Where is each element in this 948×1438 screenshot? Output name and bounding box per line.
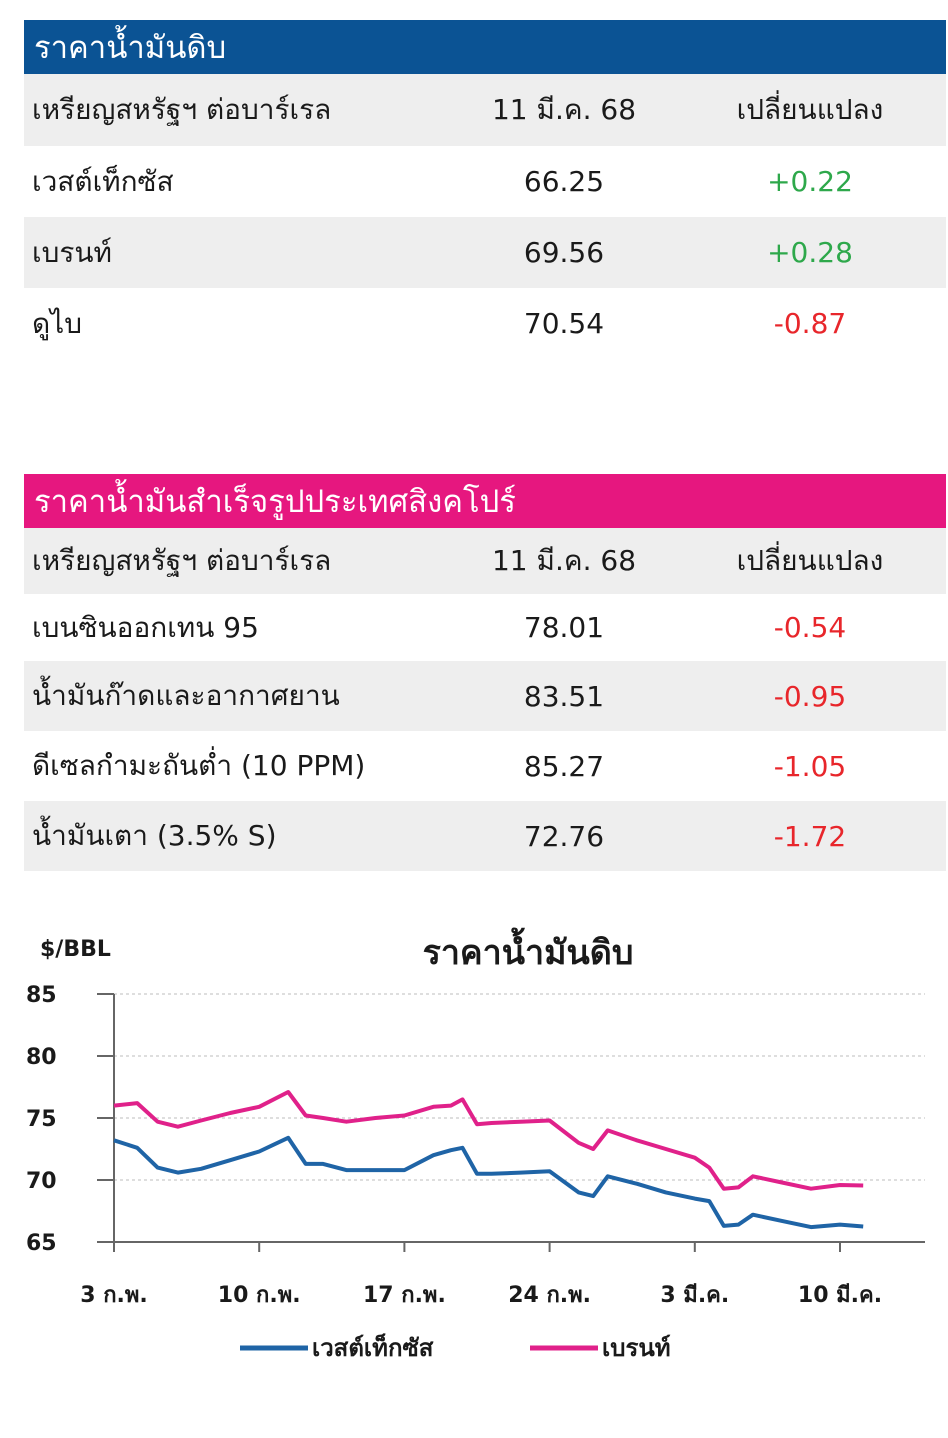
y-tick-label: 75 — [26, 1107, 57, 1132]
crude-oil-chart: $/BBL ราคาน้ำมันดิบ 85 80 75 70 65 3 ก.พ. 10 … — [26, 927, 925, 1362]
refined-rows: เบนซินออกเทน 95 78.01 -0.54 น้ำมันก๊าดและอา… — [24, 594, 946, 871]
change-column-header: เปลี่ยนแปลง — [736, 544, 884, 577]
crude-rows: เวสต์เท็กซัส 66.25 +0.22 เบรนท์ 69.56 +0.28 ดู… — [24, 146, 946, 359]
chart-y-ticks: 85 80 75 70 65 — [26, 983, 114, 1256]
refined-row-name: เบนซินออกเทน 95 — [32, 610, 259, 644]
table-row: เวสต์เท็กซัส 66.25 +0.22 — [24, 146, 946, 217]
chart-title: ราคาน้ำมันดิบ — [423, 927, 634, 973]
crude-row-change: +0.28 — [767, 236, 853, 269]
chart-ylabel: $/BBL — [40, 937, 111, 962]
crude-row-change: -0.87 — [773, 307, 847, 340]
crude-oil-table: ราคาน้ำมันดิบ เหรียญสหรัฐฯ ต่อบาร์เรล 11… — [24, 20, 946, 359]
table-row: เบนซินออกเทน 95 78.01 -0.54 — [24, 594, 946, 661]
refined-row-change: -0.95 — [773, 679, 847, 713]
unit-column-header: เหรียญสหรัฐฯ ต่อบาร์เรล — [32, 544, 332, 577]
unit-column-header: เหรียญสหรัฐฯ ต่อบาร์เรล — [32, 93, 332, 126]
crude-row-name: เบรนท์ — [32, 235, 112, 269]
crude-row-price: 69.56 — [523, 236, 605, 269]
chart-x-ticks: 3 ก.พ. 10 ก.พ. 17 ก.พ. 24 ก.พ. 3 มี.ค. 10 มี.… — [80, 1242, 882, 1308]
refined-row-price: 78.01 — [523, 611, 605, 644]
refined-row-name: ดีเซลกำมะถันต่ำ (10 PPM) — [32, 749, 366, 782]
y-tick-label: 80 — [26, 1045, 57, 1070]
refined-row-price: 72.76 — [523, 819, 605, 853]
table-row: น้ำมันก๊าดและอากาศยาน 83.51 -0.95 — [24, 661, 946, 731]
crude-row-price: 66.25 — [523, 165, 605, 198]
y-tick-label: 85 — [26, 983, 57, 1008]
crude-row-name: ดูไบ — [32, 306, 83, 340]
refined-row-change: -1.72 — [773, 819, 847, 853]
refined-row-name: น้ำมันเตา (3.5% S) — [32, 819, 277, 852]
refined-row-change: -0.54 — [773, 611, 847, 644]
refined-row-price: 85.27 — [523, 749, 605, 783]
refined-row-change: -1.05 — [773, 749, 847, 783]
crude-row-price: 70.54 — [523, 307, 605, 340]
table-row: ดูไบ 70.54 -0.87 — [24, 288, 946, 359]
refined-oil-header: ราคาน้ำมันสำเร็จรูปประเทศสิงคโปร์ — [24, 474, 946, 528]
table-row: ดีเซลกำมะถันต่ำ (10 PPM) 85.27 -1.05 — [24, 731, 946, 801]
table-row: เบรนท์ 69.56 +0.28 — [24, 217, 946, 288]
change-column-header: เปลี่ยนแปลง — [736, 93, 884, 126]
table-row: น้ำมันเตา (3.5% S) 72.76 -1.72 — [24, 801, 946, 871]
legend-label: เบรนท์ — [602, 1334, 671, 1362]
crude-row-name: เวสต์เท็กซัส — [32, 164, 174, 198]
x-tick-label: 10 มี.ค. — [798, 1283, 882, 1308]
x-tick-label: 10 ก.พ. — [218, 1283, 301, 1308]
date-column-header: 11 มี.ค. 68 — [491, 544, 637, 577]
crude-oil-header: ราคาน้ำมันดิบ — [24, 20, 946, 74]
crude-column-headers: เหรียญสหรัฐฯ ต่อบาร์เรล 11 มี.ค. 68 เปลี… — [24, 74, 946, 146]
crude-row-change: +0.22 — [767, 165, 853, 198]
x-tick-label: 17 ก.พ. — [363, 1283, 446, 1308]
refined-row-price: 83.51 — [523, 679, 605, 713]
series-line-0 — [113, 1135, 864, 1230]
y-tick-label: 65 — [26, 1231, 57, 1256]
x-tick-label: 3 ก.พ. — [80, 1283, 148, 1308]
x-tick-label: 3 มี.ค. — [660, 1283, 729, 1308]
refined-oil-table: ราคาน้ำมันสำเร็จรูปประเทศสิงคโปร์ เหรียญ… — [24, 474, 946, 871]
refined-column-headers: เหรียญสหรัฐฯ ต่อบาร์เรล 11 มี.ค. 68 เปลี… — [24, 528, 946, 594]
chart-legend: เวสต์เท็กซัส เบรนท์ — [240, 1333, 671, 1362]
legend-label: เวสต์เท็กซัส — [312, 1333, 434, 1362]
y-tick-label: 70 — [26, 1169, 57, 1194]
series-line-1 — [113, 1090, 864, 1191]
chart-series — [113, 1090, 864, 1230]
x-tick-label: 24 ก.พ. — [508, 1283, 591, 1308]
chart-gridlines — [114, 993, 925, 1181]
refined-row-name: น้ำมันก๊าดและอากาศยาน — [32, 679, 340, 712]
date-column-header: 11 มี.ค. 68 — [491, 93, 637, 126]
